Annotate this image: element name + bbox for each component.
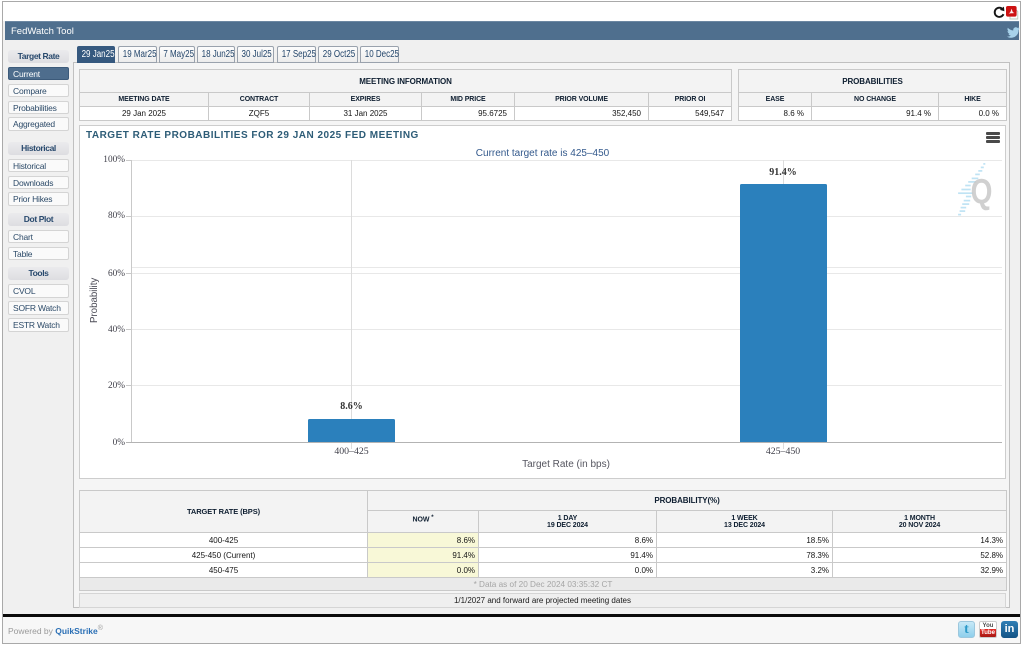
- svg-text:Q: Q: [971, 171, 993, 211]
